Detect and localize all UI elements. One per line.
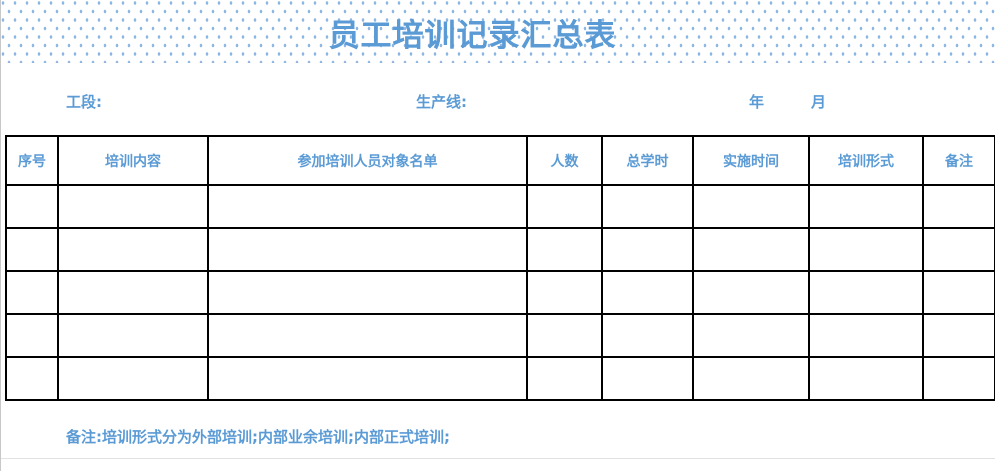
table-cell[interactable]: [601, 356, 694, 401]
column-header-headcount: 人数: [526, 135, 603, 186]
table-cell[interactable]: [57, 270, 209, 315]
table-cell[interactable]: [808, 227, 924, 272]
year-label: 年: [749, 93, 765, 111]
table-cell[interactable]: [5, 270, 59, 315]
table-cell[interactable]: [922, 227, 995, 272]
column-header-participants: 参加培训人员对象名单: [207, 135, 528, 186]
column-header-implementation-time: 实施时间: [692, 135, 810, 186]
info-row: 工段: 生产线: 年 月: [1, 91, 995, 113]
table-header-row: 序号 培训内容 参加培训人员对象名单 人数 总学时 实施时间 培训形式 备注: [5, 135, 995, 186]
table-cell[interactable]: [526, 270, 603, 315]
table-cell[interactable]: [57, 313, 209, 358]
month-label: 月: [811, 93, 827, 111]
table-row: [5, 356, 995, 401]
table-row: [5, 313, 995, 358]
table-cell[interactable]: [526, 227, 603, 272]
page-title: 员工培训记录汇总表: [328, 18, 617, 54]
table-cell[interactable]: [526, 313, 603, 358]
production-line-label: 生产线:: [416, 93, 467, 111]
footer-note: 备注:培训形式分为外部培训;内部业余培训;内部正式培训;: [66, 428, 450, 446]
table-cell[interactable]: [5, 227, 59, 272]
table-cell[interactable]: [692, 313, 810, 358]
table-cell[interactable]: [922, 184, 995, 229]
table-cell[interactable]: [57, 356, 209, 401]
table-cell[interactable]: [692, 184, 810, 229]
table-cell[interactable]: [57, 227, 209, 272]
table-cell[interactable]: [5, 356, 59, 401]
table-cell[interactable]: [601, 270, 694, 315]
column-header-training-form: 培训形式: [808, 135, 924, 186]
table-cell[interactable]: [207, 184, 528, 229]
table-body: [5, 184, 995, 401]
column-header-training-content: 培训内容: [57, 135, 209, 186]
table-cell[interactable]: [692, 270, 810, 315]
table-row: [5, 270, 995, 315]
table-cell[interactable]: [601, 313, 694, 358]
table-cell[interactable]: [601, 227, 694, 272]
table-cell[interactable]: [808, 270, 924, 315]
table-cell[interactable]: [207, 270, 528, 315]
table-row: [5, 227, 995, 272]
table-cell[interactable]: [207, 356, 528, 401]
table-cell[interactable]: [808, 313, 924, 358]
table-cell[interactable]: [922, 313, 995, 358]
table-cell[interactable]: [207, 313, 528, 358]
table-cell[interactable]: [692, 356, 810, 401]
table-cell[interactable]: [922, 356, 995, 401]
column-header-total-hours: 总学时: [601, 135, 694, 186]
table-cell[interactable]: [526, 184, 603, 229]
table-cell[interactable]: [207, 227, 528, 272]
table-cell[interactable]: [601, 184, 694, 229]
table-cell[interactable]: [922, 270, 995, 315]
column-header-seq: 序号: [5, 135, 59, 186]
title-banner: 员工培训记录汇总表: [1, 0, 995, 63]
table-cell[interactable]: [5, 313, 59, 358]
training-record-table: 序号 培训内容 参加培训人员对象名单 人数 总学时 实施时间 培训形式 备注: [5, 135, 995, 401]
table-cell[interactable]: [692, 227, 810, 272]
table-row: [5, 184, 995, 229]
table-cell[interactable]: [57, 184, 209, 229]
table-cell[interactable]: [808, 184, 924, 229]
table-cell[interactable]: [808, 356, 924, 401]
column-header-remarks: 备注: [922, 135, 995, 186]
section-label: 工段:: [66, 93, 102, 111]
table-cell[interactable]: [526, 356, 603, 401]
table-cell[interactable]: [5, 184, 59, 229]
gridline: [1, 458, 995, 459]
